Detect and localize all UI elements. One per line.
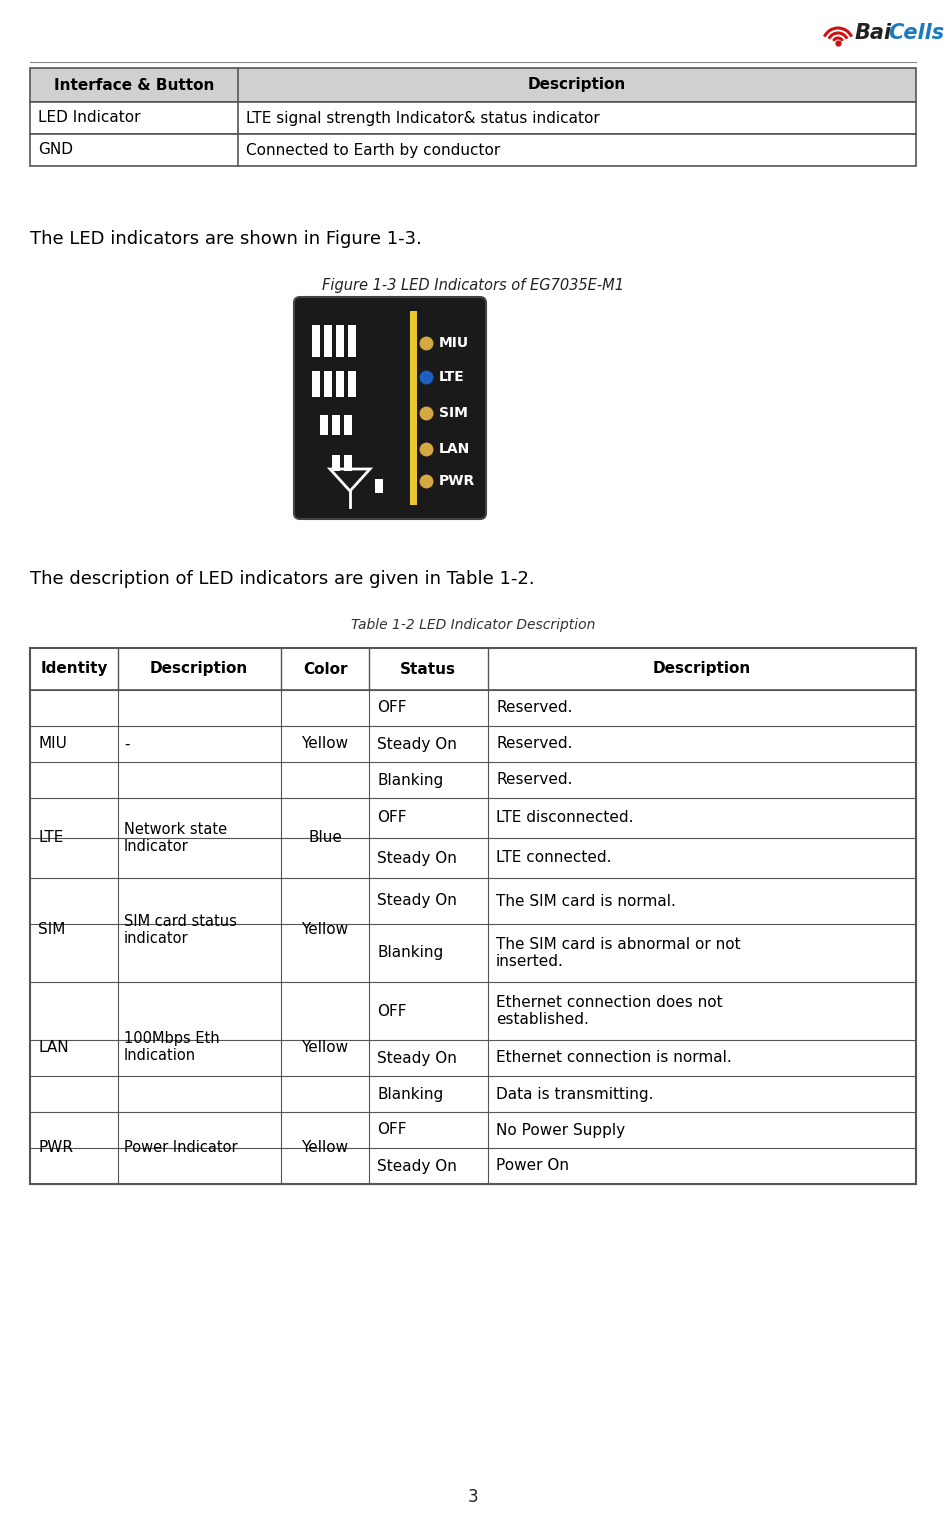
- FancyBboxPatch shape: [294, 297, 486, 519]
- Bar: [344, 455, 352, 471]
- Bar: [30, 648, 916, 1185]
- Text: Steady On: Steady On: [377, 1050, 457, 1065]
- Text: Identity: Identity: [41, 661, 108, 676]
- Text: The SIM card is normal.: The SIM card is normal.: [496, 894, 675, 908]
- Text: Steady On: Steady On: [377, 737, 457, 752]
- Bar: [30, 648, 916, 1185]
- Text: Blanking: Blanking: [377, 946, 444, 961]
- Text: LAN: LAN: [439, 442, 470, 455]
- Text: OFF: OFF: [377, 1123, 407, 1138]
- Text: PWR: PWR: [439, 474, 475, 489]
- Text: Yellow: Yellow: [302, 1039, 348, 1055]
- Bar: [324, 371, 332, 396]
- Text: Yellow: Yellow: [302, 1141, 348, 1156]
- Text: Steady On: Steady On: [377, 850, 457, 865]
- Text: OFF: OFF: [377, 811, 407, 826]
- Text: Yellow: Yellow: [302, 737, 348, 752]
- Text: The description of LED indicators are given in Table 1-2.: The description of LED indicators are gi…: [30, 570, 534, 589]
- Text: LAN: LAN: [38, 1039, 69, 1055]
- Text: Network state
Indicator: Network state Indicator: [124, 822, 227, 855]
- Text: Data is transmitting.: Data is transmitting.: [496, 1086, 654, 1101]
- Bar: [30, 648, 916, 690]
- Text: MIU: MIU: [38, 737, 67, 752]
- Text: Ethernet connection is normal.: Ethernet connection is normal.: [496, 1050, 732, 1065]
- Text: Reserved.: Reserved.: [496, 701, 572, 716]
- Bar: [30, 648, 916, 690]
- Bar: [30, 101, 916, 135]
- Text: Interface & Button: Interface & Button: [54, 77, 214, 92]
- Text: Blanking: Blanking: [377, 773, 444, 787]
- Bar: [336, 325, 344, 357]
- Text: LTE: LTE: [439, 371, 464, 384]
- Text: Reserved.: Reserved.: [496, 773, 572, 787]
- Bar: [312, 325, 320, 357]
- Text: Blanking: Blanking: [377, 1086, 444, 1101]
- Bar: [410, 312, 417, 505]
- Text: MIU: MIU: [439, 336, 469, 350]
- Text: LTE disconnected.: LTE disconnected.: [496, 811, 634, 826]
- Text: Description: Description: [149, 661, 248, 676]
- Text: 3: 3: [467, 1487, 479, 1505]
- Bar: [30, 135, 916, 166]
- Text: GND: GND: [38, 142, 73, 157]
- Bar: [332, 455, 340, 471]
- Bar: [320, 415, 328, 436]
- Text: SIM: SIM: [38, 923, 65, 938]
- Text: PWR: PWR: [38, 1141, 73, 1156]
- Bar: [312, 371, 320, 396]
- Text: Power Indicator: Power Indicator: [124, 1141, 237, 1156]
- Text: Bai: Bai: [855, 23, 892, 42]
- Text: OFF: OFF: [377, 1003, 407, 1018]
- Text: Yellow: Yellow: [302, 923, 348, 938]
- Bar: [30, 68, 916, 101]
- Text: Blue: Blue: [308, 831, 342, 846]
- Bar: [348, 325, 356, 357]
- Text: LTE: LTE: [38, 831, 63, 846]
- Text: -: -: [124, 737, 130, 752]
- Text: Color: Color: [303, 661, 347, 676]
- Text: Steady On: Steady On: [377, 894, 457, 908]
- Text: Reserved.: Reserved.: [496, 737, 572, 752]
- Text: Description: Description: [528, 77, 626, 92]
- Text: 100Mbps Eth
Indication: 100Mbps Eth Indication: [124, 1030, 219, 1064]
- Text: Cells: Cells: [888, 23, 944, 42]
- Bar: [332, 415, 340, 436]
- Text: Figure 1-3 LED Indicators of EG7035E-M1: Figure 1-3 LED Indicators of EG7035E-M1: [322, 278, 624, 294]
- Text: Status: Status: [400, 661, 456, 676]
- Text: Description: Description: [653, 661, 751, 676]
- Bar: [348, 371, 356, 396]
- Text: No Power Supply: No Power Supply: [496, 1123, 625, 1138]
- Text: Steady On: Steady On: [377, 1159, 457, 1174]
- Text: LTE connected.: LTE connected.: [496, 850, 611, 865]
- Text: LTE signal strength Indicator& status indicator: LTE signal strength Indicator& status in…: [246, 110, 600, 126]
- Bar: [375, 480, 383, 493]
- Bar: [344, 415, 352, 436]
- Bar: [324, 325, 332, 357]
- Text: Connected to Earth by conductor: Connected to Earth by conductor: [246, 142, 500, 157]
- Text: SIM: SIM: [439, 405, 468, 421]
- Text: The LED indicators are shown in Figure 1-3.: The LED indicators are shown in Figure 1…: [30, 230, 422, 248]
- Text: Table 1-2 LED Indicator Description: Table 1-2 LED Indicator Description: [351, 617, 595, 632]
- Text: LED Indicator: LED Indicator: [38, 110, 141, 126]
- Text: Ethernet connection does not
established.: Ethernet connection does not established…: [496, 996, 723, 1027]
- Text: Power On: Power On: [496, 1159, 569, 1174]
- Text: OFF: OFF: [377, 701, 407, 716]
- Bar: [336, 371, 344, 396]
- Text: The SIM card is abnormal or not
inserted.: The SIM card is abnormal or not inserted…: [496, 937, 741, 970]
- Text: SIM card status
indicator: SIM card status indicator: [124, 914, 236, 946]
